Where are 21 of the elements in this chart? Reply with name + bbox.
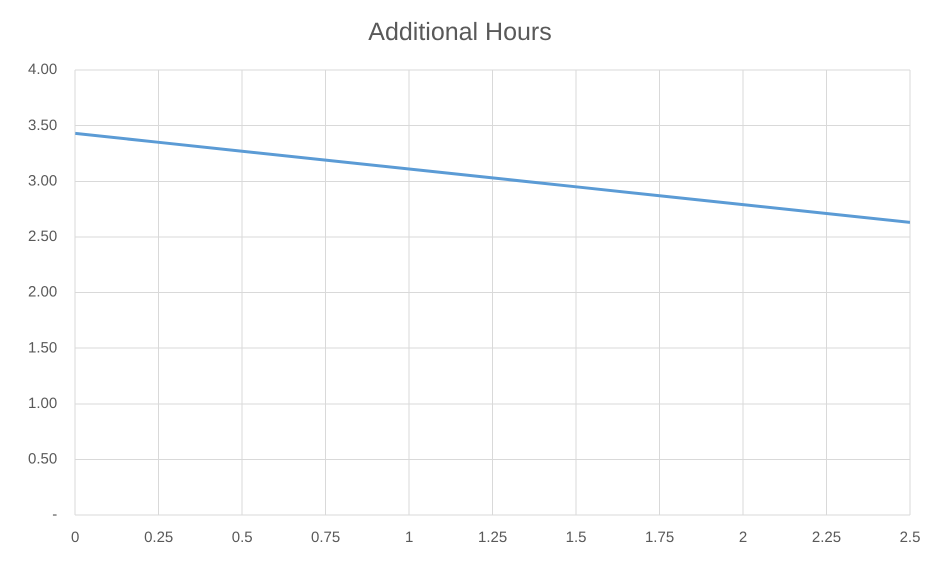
x-tick-label: 0.75 bbox=[311, 529, 340, 546]
x-tick-label: 0 bbox=[71, 529, 80, 546]
y-tick-label: 3.50 bbox=[28, 116, 58, 134]
x-tick-label: 0.5 bbox=[232, 529, 253, 546]
y-tick-label: 4.00 bbox=[28, 61, 58, 78]
chart-title: Additional Hours bbox=[368, 18, 552, 46]
x-tick-label: 1.75 bbox=[644, 529, 674, 546]
y-tick-label: 1.00 bbox=[28, 394, 58, 412]
y-tick-label: 1.50 bbox=[28, 339, 58, 356]
x-tick-label: 2.5 bbox=[900, 529, 920, 546]
y-tick-label: - bbox=[52, 506, 58, 524]
y-tick-label: 0.50 bbox=[28, 450, 58, 468]
x-tick-label: 2.25 bbox=[812, 529, 842, 546]
y-tick-label: 2.50 bbox=[28, 228, 58, 246]
x-tick-label: 2 bbox=[738, 529, 748, 546]
x-tick-label: 1.5 bbox=[566, 529, 587, 546]
x-tick-label: 1 bbox=[404, 529, 414, 546]
y-tick-label: 3.00 bbox=[28, 172, 58, 190]
x-tick-label: 0.25 bbox=[144, 529, 174, 546]
y-tick-label: 2.00 bbox=[28, 284, 58, 301]
x-tick-label: 1.25 bbox=[478, 529, 508, 546]
